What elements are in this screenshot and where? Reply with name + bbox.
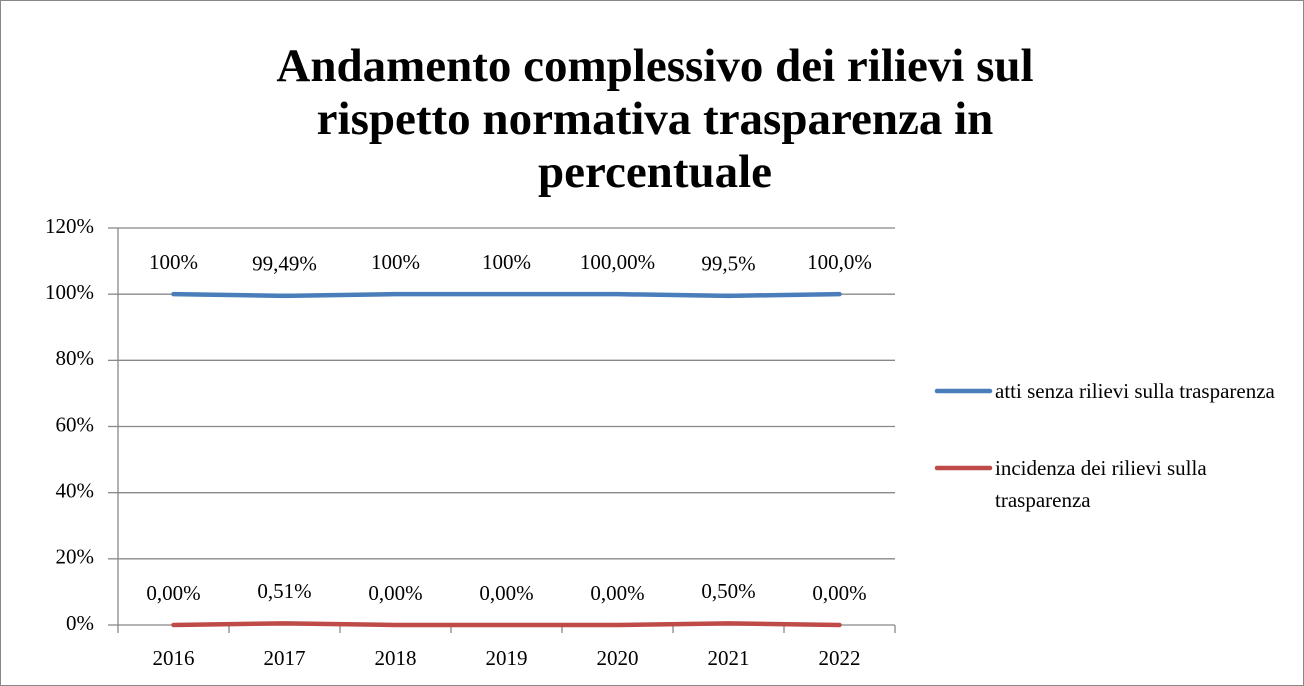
y-tick-label: 80% bbox=[56, 346, 95, 370]
data-label: 100% bbox=[482, 250, 531, 274]
x-tick-label: 2021 bbox=[708, 646, 750, 670]
data-label: 0,50% bbox=[701, 579, 755, 603]
x-tick-label: 2016 bbox=[153, 646, 195, 670]
x-tick-label: 2020 bbox=[597, 646, 639, 670]
data-label: 0,00% bbox=[368, 581, 422, 605]
legend-label: incidenza dei rilievi sulla trasparenza bbox=[995, 456, 1207, 512]
data-label: 100,00% bbox=[580, 250, 655, 274]
data-label: 0,51% bbox=[257, 579, 311, 603]
data-label: 99,5% bbox=[701, 252, 755, 276]
data-label: 0,00% bbox=[479, 581, 533, 605]
data-label: 0,00% bbox=[812, 581, 866, 605]
y-tick-label: 100% bbox=[45, 280, 94, 304]
y-tick-label: 0% bbox=[66, 611, 94, 635]
data-label: 0,00% bbox=[590, 581, 644, 605]
x-tick-label: 2018 bbox=[375, 646, 417, 670]
y-tick-label: 20% bbox=[56, 545, 95, 569]
y-tick-label: 60% bbox=[56, 412, 95, 436]
x-tick-label: 2022 bbox=[819, 646, 861, 670]
data-label: 100% bbox=[149, 250, 198, 274]
data-label: 100,0% bbox=[807, 250, 872, 274]
legend-label: atti senza rilievi sulla trasparenza bbox=[995, 379, 1275, 403]
y-tick-label: 40% bbox=[56, 478, 95, 502]
series-line bbox=[171, 621, 842, 628]
chart-title: Andamento complessivo dei rilievi sul ri… bbox=[276, 40, 1034, 198]
data-label: 100% bbox=[371, 250, 420, 274]
x-tick-label: 2019 bbox=[486, 646, 528, 670]
y-tick-label: 120% bbox=[45, 214, 94, 238]
x-tick-label: 2017 bbox=[264, 646, 306, 670]
series-line bbox=[171, 291, 842, 299]
data-label: 0,00% bbox=[146, 581, 200, 605]
data-label: 99,49% bbox=[252, 252, 317, 276]
